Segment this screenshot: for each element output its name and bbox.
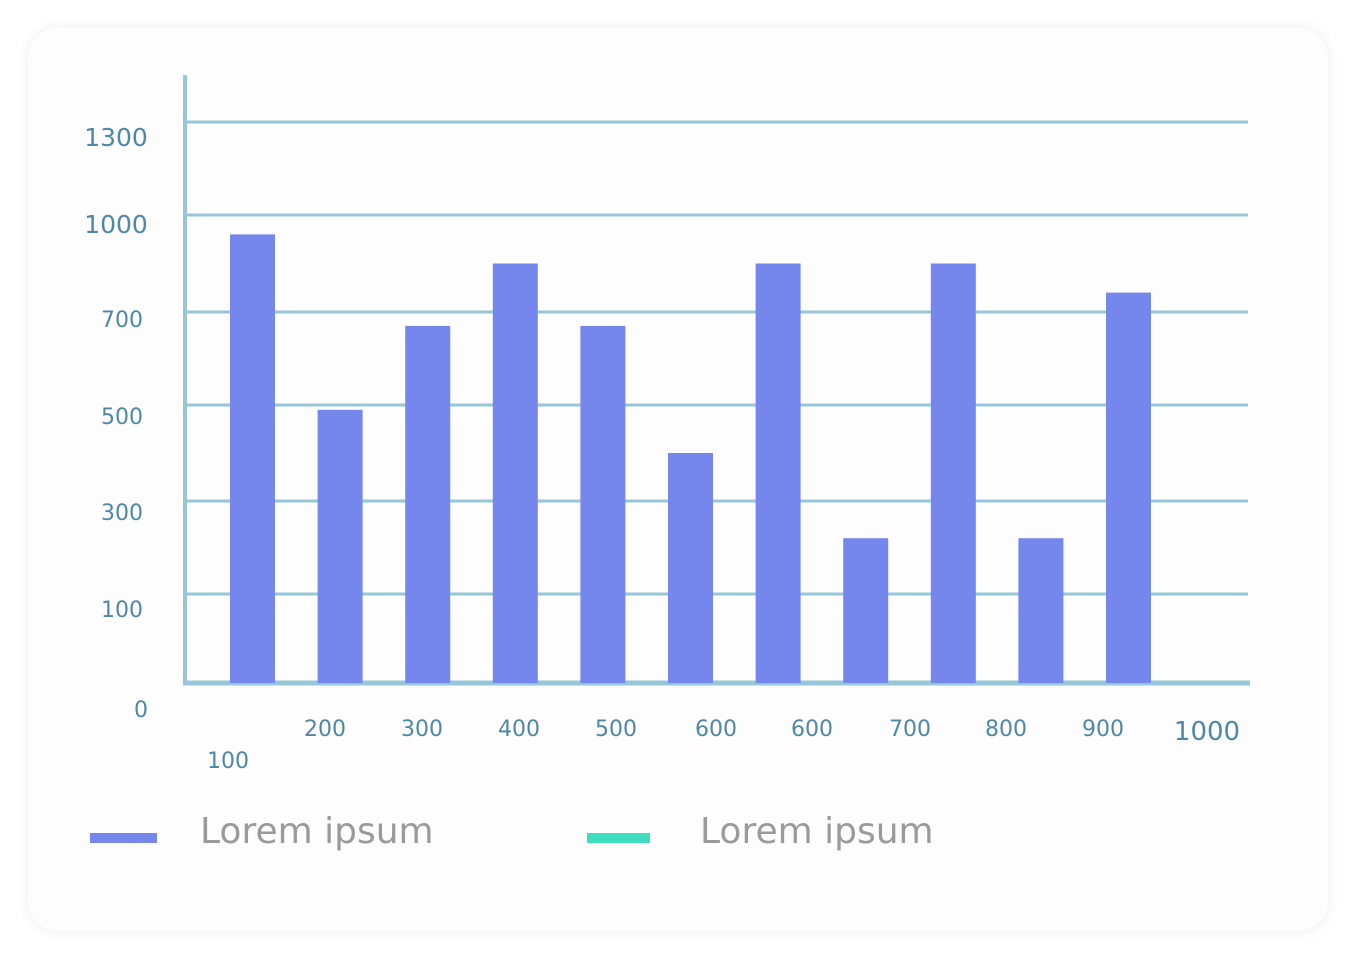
x-tick-label: 800 [985, 717, 1027, 742]
bar-3 [405, 325, 451, 683]
y-tick-label: 1000 [84, 210, 148, 239]
x-tick-label: 400 [498, 717, 540, 742]
x-tick-label: 700 [889, 717, 931, 742]
x-tick-label: 300 [401, 717, 443, 742]
bars [230, 234, 1151, 683]
y-tick-label: 300 [101, 501, 143, 526]
y-tick-label: 0 [134, 698, 148, 723]
y-tick-label: 500 [101, 405, 143, 430]
y-tick-labels: 0 100 300 500 700 1000 1300 [84, 123, 148, 723]
bar-2 [317, 409, 363, 683]
legend-swatch-series-1 [90, 833, 157, 843]
bar-6 [668, 453, 713, 683]
y-tick-label: 1300 [84, 123, 148, 152]
x-tick-label: 200 [304, 717, 346, 742]
x-tick-label: 500 [595, 717, 637, 742]
x-tick-label: 1000 [1174, 717, 1240, 747]
legend-swatch-series-2 [587, 833, 650, 843]
x-tick-labels: 100 200 300 400 500 600 600 700 800 900 1000 [207, 717, 1240, 774]
x-tick-label: 600 [791, 717, 833, 742]
legend: Lorem ipsum Lorem ipsum [90, 811, 934, 852]
x-tick-label: 900 [1082, 717, 1124, 742]
bar-10 [1018, 538, 1064, 683]
bar-9 [930, 263, 976, 683]
x-tick-label: 600 [695, 717, 737, 742]
bar-8 [843, 538, 889, 683]
bar-11 [1106, 292, 1151, 683]
bar-4 [492, 263, 538, 683]
y-tick-label: 700 [101, 308, 143, 333]
bar-7 [755, 263, 801, 683]
y-tick-label: 100 [101, 598, 143, 623]
x-tick-label: 100 [207, 749, 249, 774]
bar-1 [230, 234, 275, 683]
legend-label-series-2: Lorem ipsum [700, 811, 934, 852]
legend-label-series-1: Lorem ipsum [200, 811, 434, 852]
bar-5 [580, 325, 626, 683]
